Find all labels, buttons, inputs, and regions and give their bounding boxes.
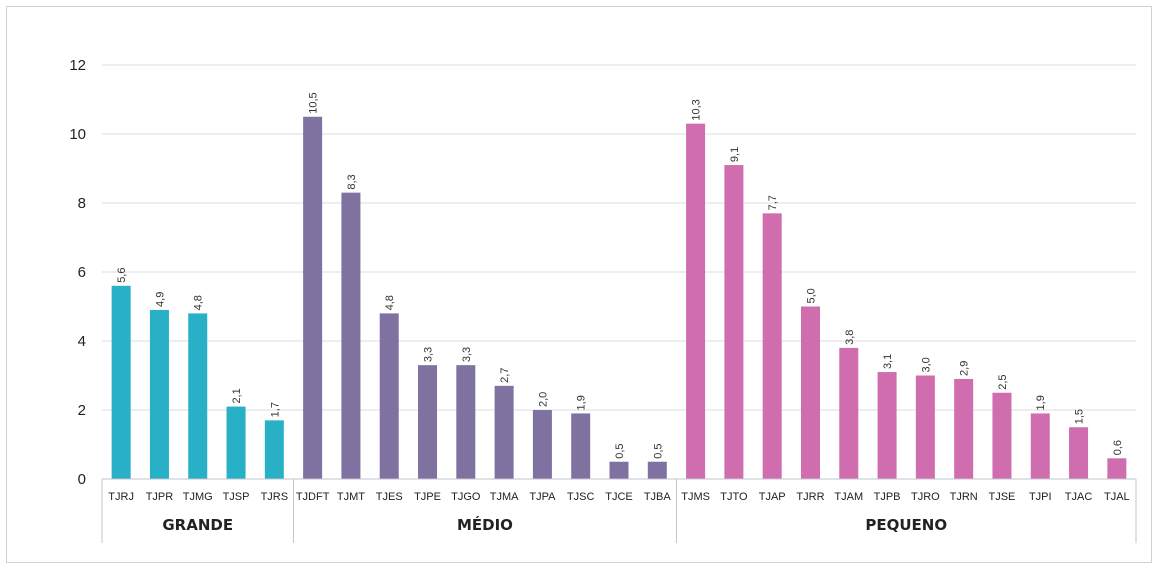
bar-tjto (724, 165, 744, 480)
x-axis: TJRJ TJPR TJMG TJSP TJRS GRANDE TJDFT TJMT TJES T… (101, 478, 1137, 543)
data-label: 1,9 (1035, 395, 1047, 410)
bar-tjac (1069, 427, 1089, 479)
bar-tjpa (532, 410, 552, 479)
bar-tjse (992, 392, 1012, 479)
data-label: 0,6 (1112, 440, 1124, 455)
x-tick-label: TJPR (146, 491, 174, 503)
data-label: 3,3 (423, 347, 435, 362)
data-label: 1,7 (269, 402, 281, 417)
x-tick-label: TJMG (183, 491, 213, 503)
data-label: 4,9 (154, 292, 166, 307)
bar-tjdft (303, 116, 323, 479)
bar-tjgo (456, 365, 476, 479)
group-label-tjms: PEQUENO (865, 516, 947, 534)
y-tick-label: 12 (69, 57, 86, 74)
x-tick-label: TJAM (834, 491, 863, 503)
x-tick-label: TJRR (796, 491, 824, 503)
x-tick-label: TJRN (950, 491, 978, 503)
gridlines (102, 64, 1136, 411)
bar-tjrr (800, 306, 820, 479)
bar-tjam (839, 347, 859, 479)
data-label: 2,0 (537, 392, 549, 407)
bar-tjmt (341, 192, 361, 479)
bar-tjce (609, 461, 629, 479)
bar-tjsp (226, 406, 246, 479)
bar-tjpr (149, 309, 169, 479)
x-tick-label: TJPE (414, 491, 441, 503)
data-label: 4,8 (193, 295, 205, 310)
bar-tjap (762, 213, 782, 479)
x-tick-label: TJES (376, 491, 403, 503)
data-label: 7,7 (767, 195, 779, 210)
data-label: 5,0 (805, 288, 817, 303)
data-label: 3,0 (920, 357, 932, 372)
bar-tjmg (188, 313, 208, 479)
x-tick-label: TJBA (644, 491, 672, 503)
y-tick-label: 6 (78, 264, 86, 281)
bar-tjes (379, 313, 399, 479)
x-tick-label: TJGO (451, 491, 481, 503)
data-label: 3,8 (844, 330, 856, 345)
bar-tjma (494, 385, 514, 479)
data-label: 2,5 (997, 374, 1009, 389)
bar-tjpi (1030, 413, 1050, 479)
group-label-tjrj: GRANDE (162, 516, 233, 534)
data-label: 1,9 (576, 395, 588, 410)
x-tick-label: TJRJ (108, 491, 134, 503)
bar-tjrs (264, 420, 284, 479)
x-tick-label: TJCE (605, 491, 633, 503)
data-label: 3,1 (882, 354, 894, 369)
x-tick-label: TJMA (490, 491, 519, 503)
y-tick-label: 4 (78, 333, 86, 350)
bar-tjsc (571, 413, 591, 479)
x-tick-label: TJRO (911, 491, 940, 503)
bar-tjal (1107, 458, 1127, 479)
x-tick-label: TJPI (1029, 491, 1052, 503)
bar-tjpb (877, 372, 897, 479)
data-label: 9,1 (729, 147, 741, 162)
y-tick-label: 10 (69, 126, 86, 143)
x-tick-label: TJSE (989, 491, 1016, 503)
x-tick-label: TJAC (1065, 491, 1093, 503)
bar-tjba (647, 461, 667, 479)
data-label: 10,3 (691, 99, 703, 120)
x-tick-label: TJSC (567, 491, 595, 503)
data-label: 8,3 (346, 174, 358, 189)
data-label: 2,7 (499, 368, 511, 383)
x-tick-label: TJPA (529, 491, 556, 503)
data-label: 10,5 (308, 92, 320, 113)
x-tick-label: TJSP (223, 491, 250, 503)
data-label: 1,5 (1074, 409, 1086, 424)
data-label: 0,5 (652, 443, 664, 458)
x-tick-label: TJDFT (296, 491, 330, 503)
data-label: 5,6 (116, 268, 128, 283)
data-label: 4,8 (384, 295, 396, 310)
data-label: 0,5 (614, 443, 626, 458)
x-tick-label: TJMT (337, 491, 365, 503)
y-tick-label: 2 (78, 402, 86, 419)
bar-tjms (686, 123, 706, 480)
x-tick-label: TJAL (1104, 491, 1130, 503)
x-tick-label: TJMS (681, 491, 710, 503)
data-label: 3,3 (461, 347, 473, 362)
bar-tjro (915, 375, 935, 479)
x-tick-label: TJTO (720, 491, 748, 503)
data-label: 2,1 (231, 388, 243, 403)
bar-tjrn (954, 378, 974, 479)
x-tick-label: TJAP (759, 491, 786, 503)
y-tick-label: 8 (78, 195, 86, 212)
x-tick-label: TJPB (874, 491, 901, 503)
bar-tjpe (418, 365, 438, 479)
data-label: 2,9 (959, 361, 971, 376)
y-tick-label: 0 (78, 471, 86, 488)
bar-tjrj (111, 285, 131, 479)
y-axis: 0 2 4 6 8 10 12 (69, 57, 86, 488)
x-tick-label: TJRS (261, 491, 289, 503)
group-label-tjdft: MÉDIO (457, 515, 513, 534)
bars: 5,6 4,9 4,8 2,1 1,7 10,5 8,3 4,8 3,3 3,3 2,7 2,0 1,9… (111, 92, 1127, 480)
